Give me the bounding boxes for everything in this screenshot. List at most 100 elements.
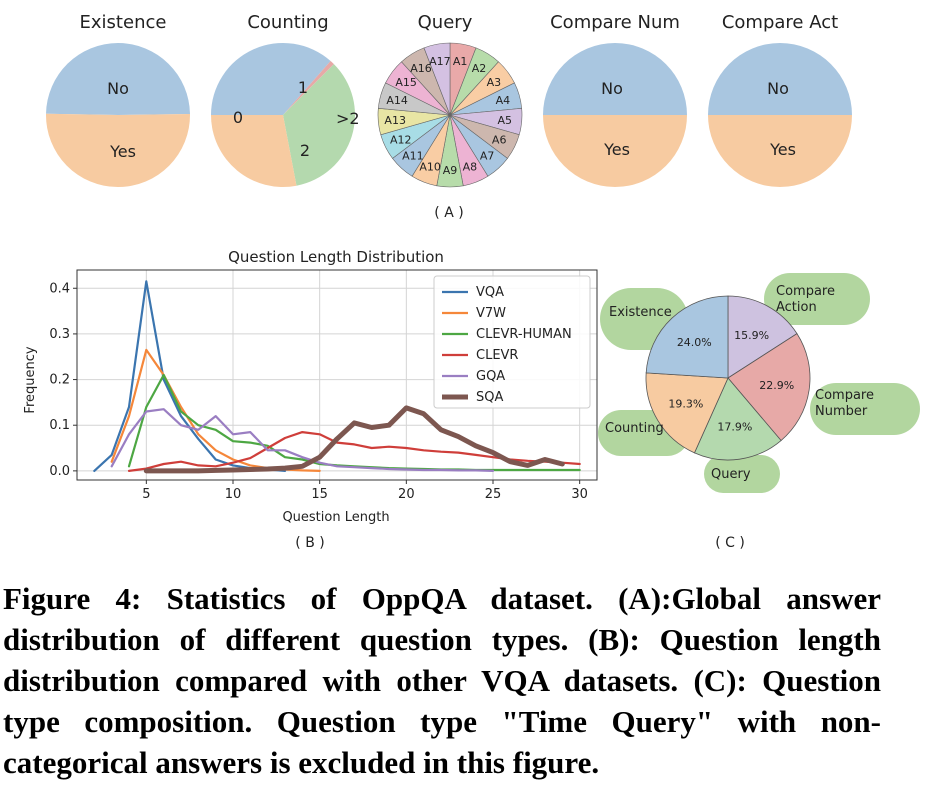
pie-slice-no <box>708 43 852 115</box>
pie-c-label-compare-action-1: Compare <box>776 284 835 299</box>
legend-label-clevr: CLEVR <box>476 348 518 363</box>
y-tick-label: 0.1 <box>49 418 70 433</box>
pie-c-label-query: Query <box>711 467 751 482</box>
query-label-a15: A15 <box>395 76 417 89</box>
figure-caption: Figure 4: Statistics of OppQA dataset. (… <box>3 581 881 780</box>
pie-slice-1 <box>211 43 331 115</box>
compare-num-label-yes: Yes <box>603 140 630 159</box>
pie-c-label-existence: Existence <box>609 305 672 320</box>
pie-c-label-counting: Counting <box>605 421 664 436</box>
pie-title-counting: Counting <box>247 12 328 33</box>
series-line-vqa <box>93 280 287 472</box>
series-line-sqa <box>143 405 565 474</box>
line-chart-xlabel: Question Length <box>282 510 389 525</box>
query-label-a14: A14 <box>386 94 408 107</box>
x-tick-label: 20 <box>398 487 415 502</box>
x-tick-label: 30 <box>571 487 588 502</box>
query-label-a6: A6 <box>492 134 507 147</box>
line-chart-frame <box>76 269 598 481</box>
query-label-a16: A16 <box>410 62 432 75</box>
query-label-a9: A9 <box>443 164 458 177</box>
series-line-gqa <box>110 408 495 472</box>
compare-num-label-no: No <box>601 79 623 98</box>
pie-slice-a17 <box>423 42 451 116</box>
panel-label-c: ( C ) <box>715 535 745 551</box>
pie-c-label-compare-number-1: Compare <box>815 388 874 403</box>
query-label-a8: A8 <box>463 160 478 173</box>
line-chart-title: Question Length Distribution <box>228 248 444 266</box>
legend-label-clevr-human: CLEVR-HUMAN <box>476 327 572 342</box>
panel-label-b: ( B ) <box>295 535 324 551</box>
bubble-compare-number <box>810 383 920 435</box>
x-tick-label: 25 <box>485 487 502 502</box>
pie-title-query: Query <box>418 12 473 33</box>
pie-title-compare-act: Compare Act <box>722 12 838 33</box>
query-label-a12: A12 <box>390 134 412 147</box>
line-chart-series <box>93 280 581 474</box>
legend-label-gqa: GQA <box>476 369 505 384</box>
query-label-a4: A4 <box>496 94 511 107</box>
line-chart-ticks: 5 10 15 20 25 30 0.0 0.1 0.2 0.3 0.4 <box>49 281 588 502</box>
pie-slice-query <box>693 377 782 461</box>
query-label-a2: A2 <box>472 62 487 75</box>
pie-slice-2 <box>283 60 334 115</box>
pie-c-value-labels: 15.9% 22.9% 17.9% 19.3% 24.0% <box>668 329 794 434</box>
pie-c-label-compare-action-2: Action <box>776 300 817 315</box>
legend-label-vqa: VQA <box>476 285 504 300</box>
pie-title-compare-num: Compare Num <box>550 12 680 33</box>
compare-act-label-yes: Yes <box>769 140 796 159</box>
query-label-a5: A5 <box>498 114 513 127</box>
line-chart-ylabel: Frequency <box>23 346 38 413</box>
x-tick-label: 15 <box>311 487 328 502</box>
pie-slice-0 <box>211 115 297 187</box>
panel-label-a: ( A ) <box>434 205 463 221</box>
query-label-a13: A13 <box>384 114 406 127</box>
counting-label-2: 2 <box>300 141 310 160</box>
legend-box <box>433 275 591 409</box>
counting-label-0: 0 <box>233 108 243 127</box>
figure-canvas: Existence Counting Query Compare Num Com… <box>23 12 920 551</box>
counting-label-gt2: >2 <box>336 109 360 128</box>
y-tick-label: 0.4 <box>49 281 70 296</box>
legend-label-v7w: V7W <box>476 306 506 321</box>
pie-question-type-composition <box>645 295 811 461</box>
counting-label-1: 1 <box>298 78 308 97</box>
pie-compare-num <box>543 43 687 187</box>
compare-act-label-no: No <box>767 79 789 98</box>
x-tick-label: 5 <box>142 487 150 502</box>
pie-c-value-existence: 24.0% <box>677 336 712 349</box>
y-tick-label: 0.2 <box>49 373 70 388</box>
pie-c-label-compare-number-2: Number <box>815 404 868 419</box>
bubble-query <box>704 455 780 493</box>
pie-slice-yes <box>708 115 852 187</box>
pie-counting <box>211 43 355 187</box>
pie-query <box>377 42 523 188</box>
pie-slice-counting <box>645 372 729 454</box>
pie-c-value-query: 17.9% <box>717 421 752 434</box>
legend-label-sqa: SQA <box>476 390 503 405</box>
bubble-compare-action <box>764 273 870 325</box>
pie-title-existence: Existence <box>80 12 167 33</box>
pie-c-value-compare-number: 22.9% <box>759 379 794 392</box>
y-tick-label: 0.0 <box>49 464 70 479</box>
pie-existence <box>45 43 190 188</box>
pie-slice-yes <box>45 113 190 188</box>
query-label-a1: A1 <box>453 55 468 68</box>
pie-slice-no <box>543 43 687 115</box>
line-chart-legend: VQA V7W CLEVR-HUMAN CLEVR GQA SQA <box>433 275 591 409</box>
pie-slice-yes <box>543 115 687 187</box>
query-label-a10: A10 <box>419 160 441 173</box>
pie-compare-act <box>708 43 852 187</box>
query-label-a7: A7 <box>480 150 495 163</box>
y-tick-label: 0.3 <box>49 327 70 342</box>
pie-slice-compare-number <box>727 333 811 442</box>
pie-slice-2 <box>283 64 355 186</box>
pie-slice-existence <box>645 295 729 379</box>
x-tick-label: 10 <box>225 487 242 502</box>
existence-label-no: No <box>107 79 129 98</box>
query-label-a17: A17 <box>429 55 451 68</box>
pie-slice-compare-action <box>727 295 798 379</box>
pie-c-value-compare-action: 15.9% <box>734 329 769 342</box>
pie-c-value-counting: 19.3% <box>668 397 703 410</box>
